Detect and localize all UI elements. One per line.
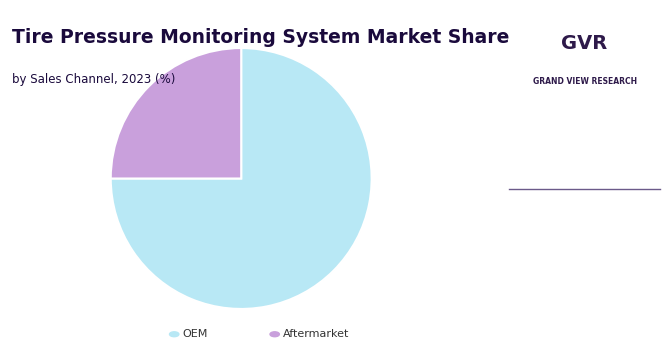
- Text: Source:
www.grandviewresearch.com: Source: www.grandviewresearch.com: [509, 301, 659, 322]
- Wedge shape: [111, 48, 241, 178]
- Text: GVR: GVR: [561, 34, 608, 53]
- Text: by Sales Channel, 2023 (%): by Sales Channel, 2023 (%): [12, 74, 176, 86]
- Text: GRAND VIEW RESEARCH: GRAND VIEW RESEARCH: [533, 77, 636, 86]
- Text: OEM: OEM: [182, 329, 208, 339]
- Text: $8.2B: $8.2B: [535, 133, 634, 161]
- Wedge shape: [111, 48, 372, 309]
- Text: Tire Pressure Monitoring System Market Share: Tire Pressure Monitoring System Market S…: [12, 28, 509, 47]
- Text: Global Market Size,
2023: Global Market Size, 2023: [531, 206, 639, 228]
- Text: Aftermarket: Aftermarket: [283, 329, 349, 339]
